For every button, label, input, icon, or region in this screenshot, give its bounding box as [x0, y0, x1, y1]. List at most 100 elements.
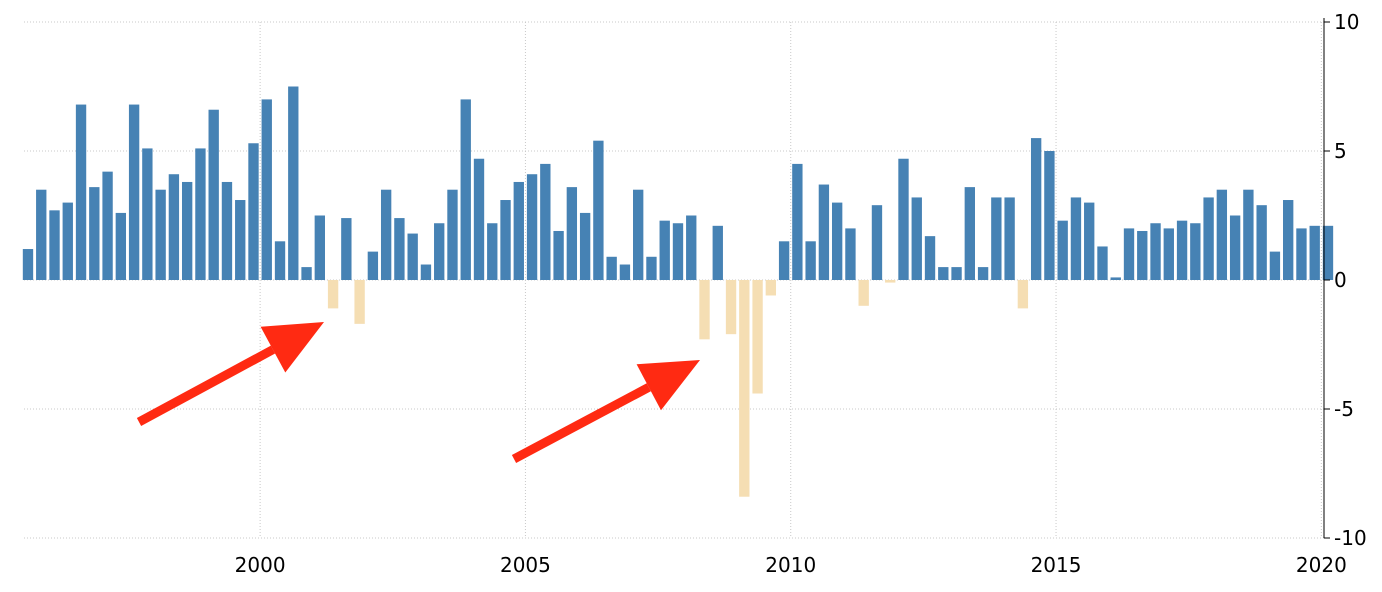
bar [181, 181, 193, 280]
bar [725, 280, 737, 335]
x-tick-label: 2005 [500, 553, 551, 577]
bar [1150, 223, 1161, 280]
bar [1044, 151, 1055, 280]
bar [1004, 197, 1015, 280]
bar [659, 220, 670, 280]
bar [407, 233, 418, 280]
bar [818, 184, 830, 280]
bar [540, 163, 551, 280]
bar [235, 200, 246, 280]
bar [699, 280, 710, 340]
bar [1296, 228, 1307, 280]
bar [22, 249, 34, 280]
bar [142, 148, 153, 280]
bar [831, 202, 843, 280]
x-tick-labels: 2000 2005 2010 2015 2020 [235, 553, 1347, 577]
bar [924, 236, 936, 280]
bar [513, 181, 524, 280]
bar [62, 202, 73, 280]
bar [526, 174, 538, 280]
bar [871, 205, 883, 280]
bar [646, 256, 657, 280]
x-tick-label: 2000 [235, 553, 286, 577]
bar [49, 210, 60, 280]
bar [1322, 225, 1334, 280]
bar [394, 218, 405, 280]
bar [898, 158, 909, 280]
y-tick-label: 5 [1334, 139, 1347, 163]
bar [195, 148, 206, 280]
arrow-head [636, 360, 700, 411]
bar [341, 218, 352, 280]
annotation-arrow [136, 322, 324, 426]
arrow-shaft [511, 383, 651, 463]
bar [911, 197, 922, 280]
x-tick-label: 2010 [765, 553, 816, 577]
bar [1017, 280, 1029, 309]
axes [1323, 18, 1330, 539]
bar [1110, 277, 1121, 280]
bar [977, 267, 989, 280]
bar [1097, 246, 1108, 280]
bar [778, 241, 790, 280]
bar [314, 215, 325, 280]
bar [327, 280, 339, 309]
bar [991, 197, 1002, 280]
bar [1084, 202, 1095, 280]
bar [274, 241, 286, 280]
bar [434, 223, 445, 280]
bar [885, 280, 896, 283]
bar [1243, 189, 1254, 280]
bar [686, 215, 697, 280]
bar [1256, 205, 1267, 280]
bar [1229, 215, 1241, 280]
bar [1176, 220, 1188, 280]
y-tick-label: -5 [1334, 397, 1354, 421]
bar [951, 267, 962, 280]
bar [606, 256, 617, 280]
bar [248, 143, 259, 280]
x-tick-label: 2020 [1296, 553, 1347, 577]
bar [36, 189, 47, 280]
bar [1137, 230, 1148, 280]
bar [301, 267, 312, 280]
bar [102, 171, 113, 280]
bar [420, 264, 432, 280]
bar [566, 187, 578, 280]
bar [460, 99, 471, 281]
bar [1269, 251, 1281, 280]
bar [75, 104, 87, 280]
bar [354, 280, 365, 324]
bar [380, 189, 392, 280]
bar [1070, 197, 1082, 280]
bar [261, 99, 272, 281]
bar [1216, 189, 1228, 280]
bar [115, 212, 127, 280]
bar [487, 223, 498, 280]
x-tick-label: 2015 [1031, 553, 1082, 577]
bar [938, 267, 949, 280]
bar [1123, 228, 1135, 280]
bar [672, 223, 684, 280]
bar [1163, 228, 1174, 280]
bar [447, 189, 458, 280]
bar [500, 200, 511, 280]
bar [1283, 200, 1294, 280]
bars [22, 86, 1334, 497]
bar [1203, 197, 1214, 280]
bar [367, 251, 379, 280]
annotations [136, 322, 700, 463]
bar [579, 212, 591, 280]
bar [1190, 223, 1201, 280]
annotation-arrow [511, 360, 700, 463]
arrow-head [260, 322, 324, 373]
bar [752, 280, 763, 394]
bar [1309, 225, 1320, 280]
bar [845, 228, 856, 280]
y-tick-label: -10 [1334, 526, 1367, 550]
arrow-shaft [136, 345, 276, 426]
y-tick-label: 0 [1334, 268, 1347, 292]
y-tick-labels: 10 5 0 -5 -10 [1334, 10, 1367, 550]
bar [792, 163, 803, 280]
